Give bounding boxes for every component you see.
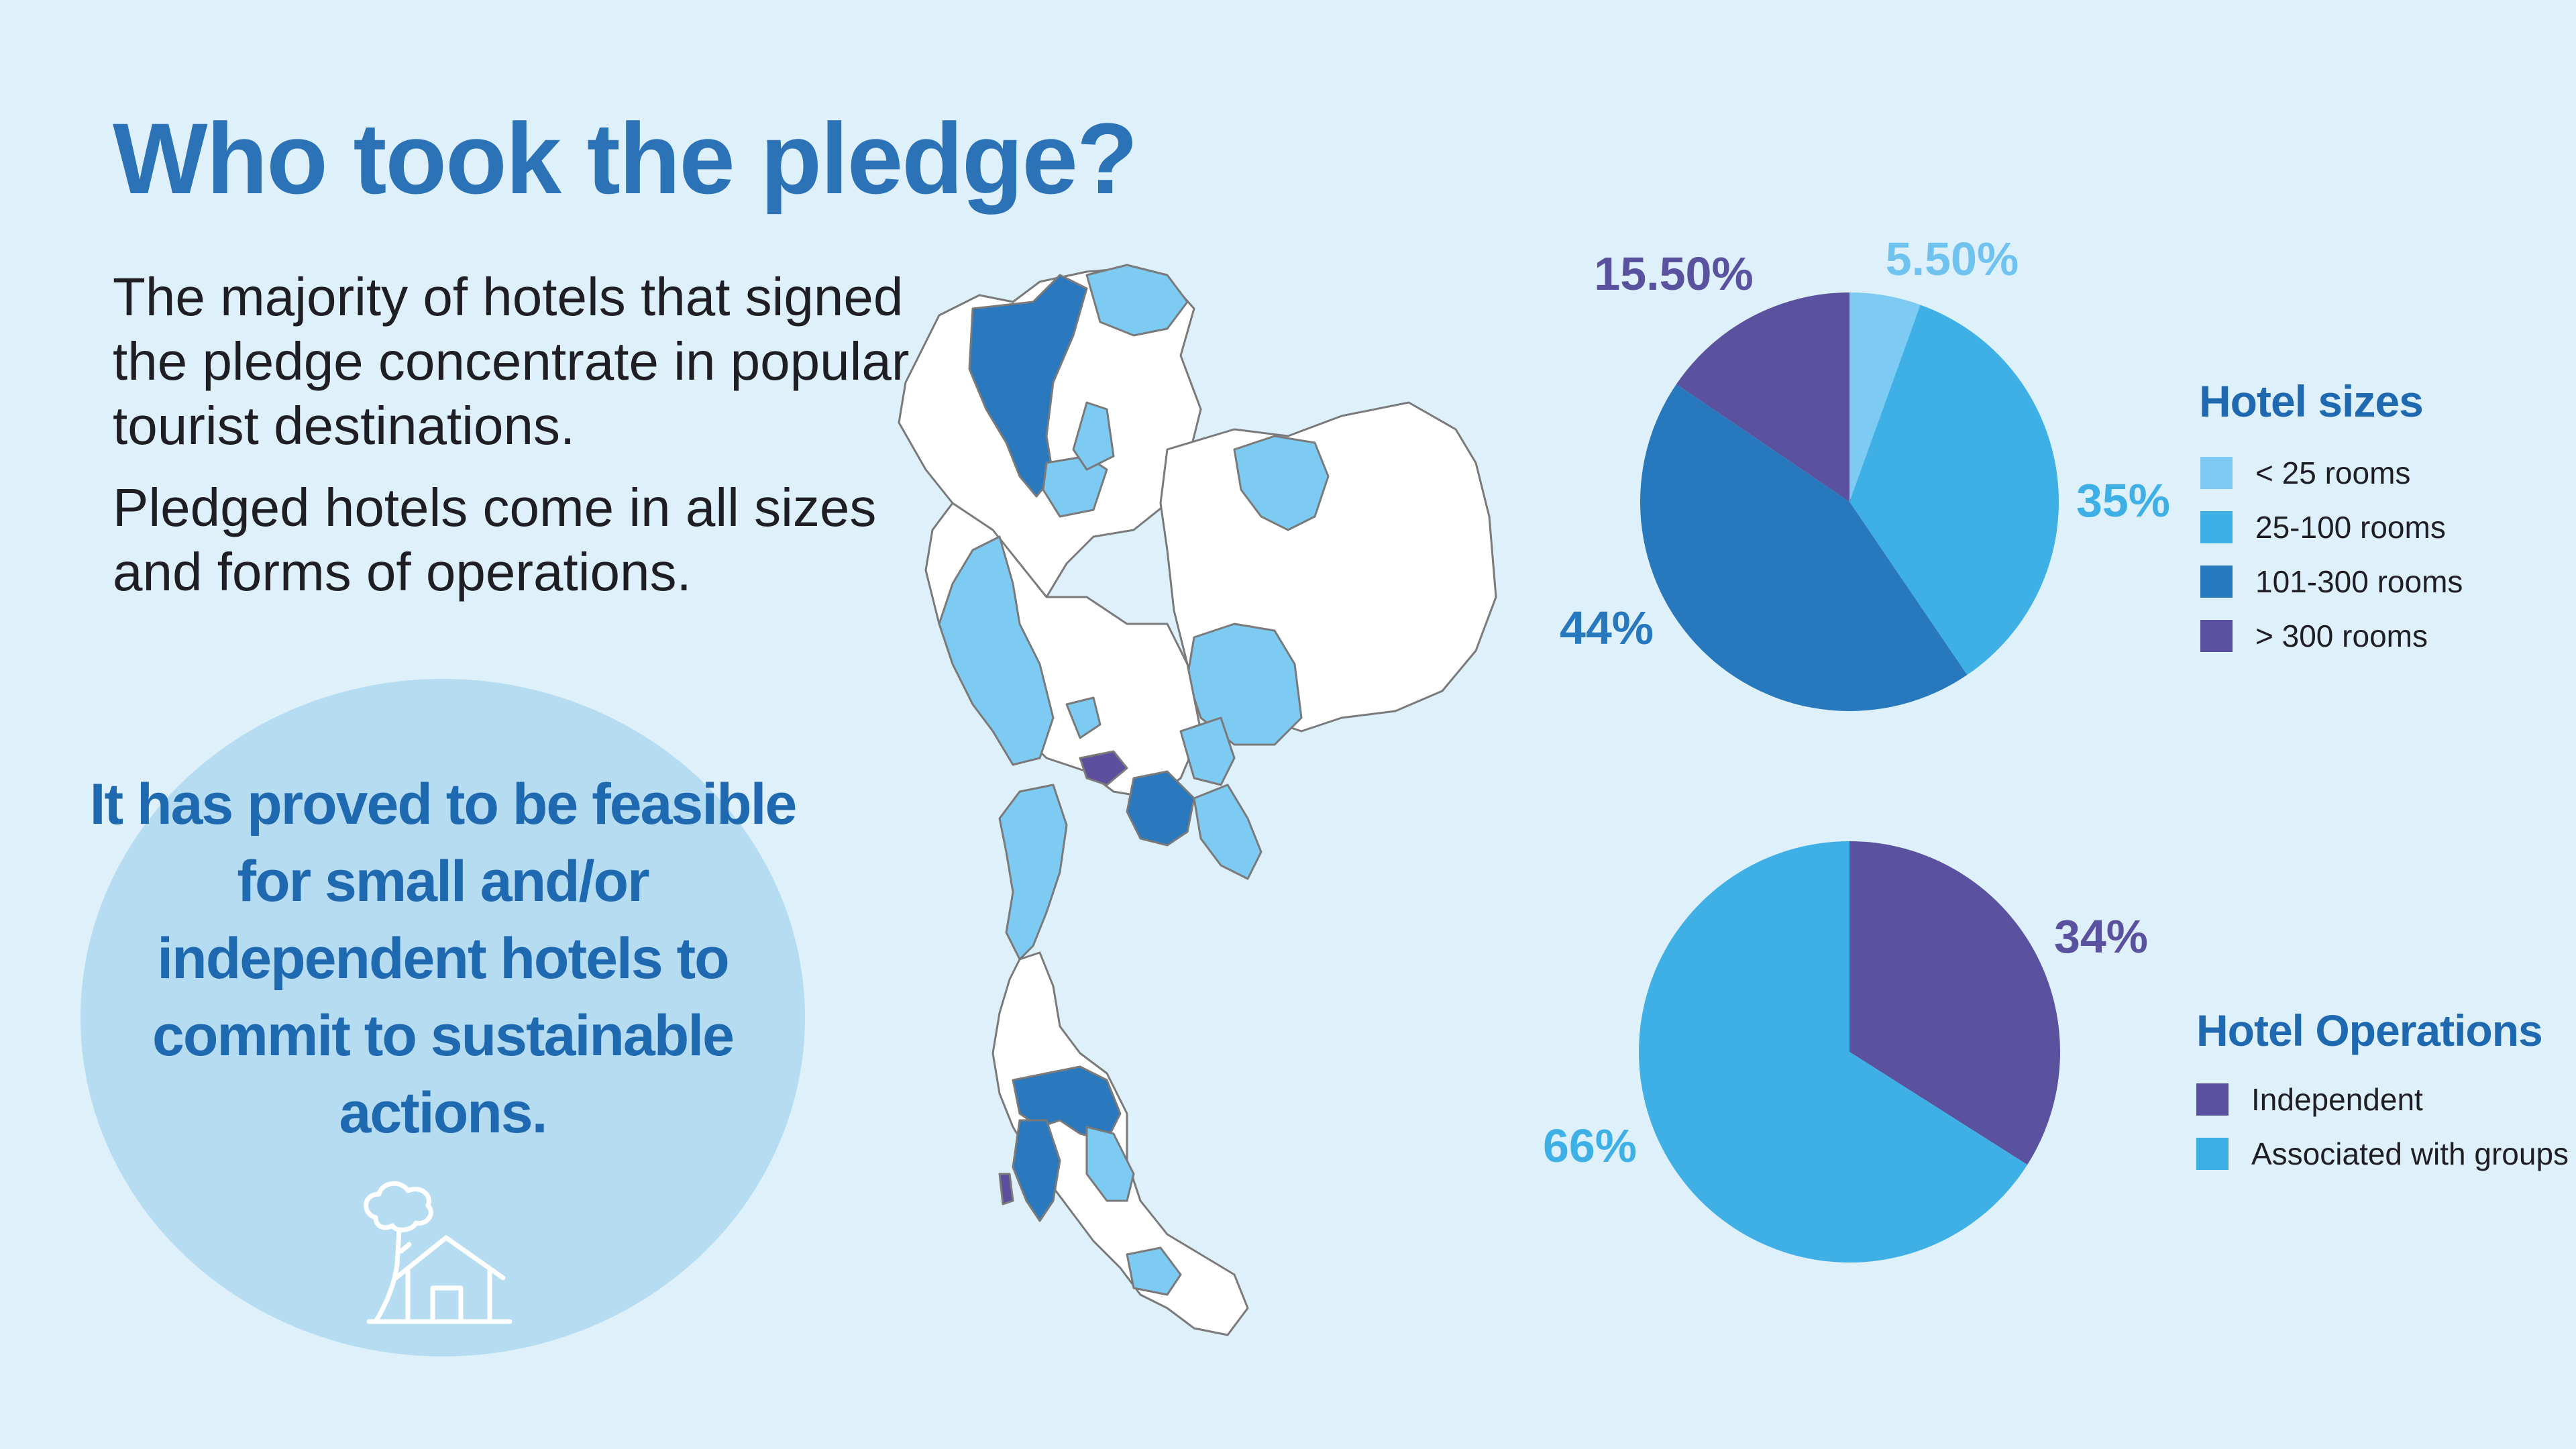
map-province-bangkok [1079,750,1128,786]
legend-label: > 300 rooms [2255,619,2428,653]
legend-swatch [2200,620,2233,652]
data-label-66: 66% [1543,1120,1637,1172]
callout-bubble [80,679,805,1356]
data-label-1550: 15.50% [1594,248,1753,300]
legend-item: Independent [2196,1081,2423,1118]
thailand-map [898,264,1497,1336]
data-label-35: 35% [2076,474,2170,527]
map-province-phuket [998,1173,1014,1205]
map-province-songkhla [1126,1246,1182,1296]
legend-title-hotel-operations: Hotel Operations [2196,1006,2543,1055]
legend-swatch [2196,1138,2229,1170]
legend-item: < 25 rooms [2200,455,2410,491]
pie-slice-101-300-rooms [1640,384,1968,711]
legend-label: < 25 rooms [2255,455,2411,490]
legend-swatch [2196,1083,2229,1116]
page-title: Who took the pledge? [113,102,1138,215]
legend-swatch [2200,566,2233,598]
pie-slice-independent [1849,841,2061,1165]
callout-text: It has proved to be feasible for small a… [89,772,798,1145]
pie-chart-hotel-operations: 34% 66% [1543,841,2148,1263]
legend-title-hotel-sizes: Hotel sizes [2199,376,2424,426]
map-province-kanchanaburi [998,784,1068,961]
pie-chart-hotel-sizes: 5.50% 35% 44% 15.50% [1560,233,2170,711]
legend-item: 101-300 rooms [2200,564,2463,600]
intro-text: The majority of hotels that signed the p… [113,265,918,604]
map-province-tak [938,535,1055,766]
map-region-south [991,951,1249,1336]
legend-label: Independent [2251,1082,2423,1117]
intro-paragraph-2: Pledged hotels come in all sizes and for… [113,478,877,602]
legend-swatch [2200,511,2233,543]
pie-slice-300-rooms [1676,292,1849,502]
data-label-34: 34% [2054,910,2148,963]
legend-label: Associated with groups [2251,1136,2569,1171]
legend-item: > 300 rooms [2200,618,2428,654]
house-with-tree-icon [364,1181,513,1324]
legend-item: 25-100 rooms [2200,509,2446,545]
map-province-nakhonsi [1085,1126,1135,1202]
legend-item: Associated with groups [2196,1136,2569,1172]
map-province-east-2 [1193,784,1263,880]
data-label-44: 44% [1560,602,1654,654]
legend-swatch [2200,457,2233,489]
pie-slice-associated-with-groups [1639,841,2028,1263]
data-label-550: 5.50% [1886,233,2019,285]
pie-slice-25-100-rooms [1849,305,2059,676]
map-province-krabi [1012,1119,1061,1222]
map-province-chiangmai [968,274,1088,498]
map-province-chiangrai [1085,264,1189,337]
legend-label: 101-300 rooms [2255,564,2463,599]
intro-paragraph-1: The majority of hotels that signed the p… [113,267,910,455]
map-province-chonburi [1126,770,1195,847]
map-province-central-2 [1065,696,1102,739]
pie-slice-25-rooms [1849,292,1921,502]
map-province-east-1 [1179,716,1236,786]
map-province-udonthani [1233,435,1330,531]
map-province-north-3 [1072,401,1115,471]
legend-label: 25-100 rooms [2255,510,2446,545]
